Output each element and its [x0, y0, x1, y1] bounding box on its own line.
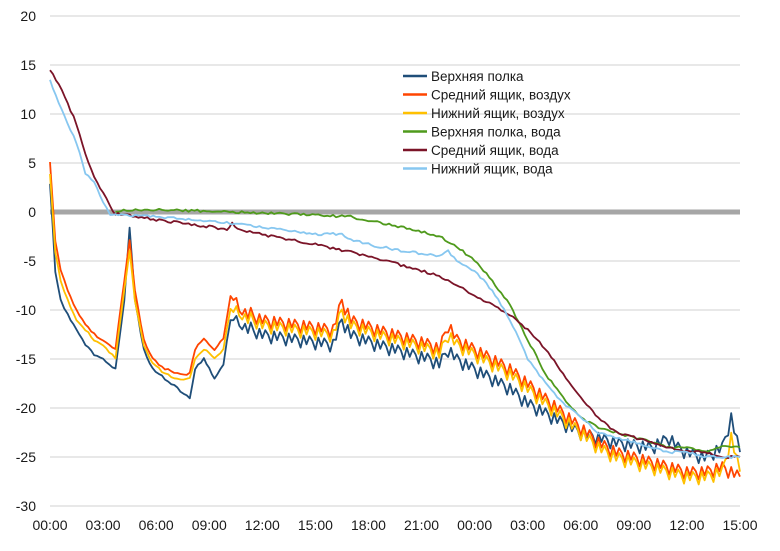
y-tick-label: -25	[16, 449, 36, 465]
y-tick-label: -10	[16, 302, 36, 318]
x-tick-label: 06:00	[139, 517, 174, 533]
x-tick-label: 00:00	[32, 517, 67, 533]
legend-label: Средний ящик, вода	[431, 143, 559, 158]
legend-label: Нижний ящик, вода	[431, 162, 553, 177]
legend-label: Верхняя полка, вода	[431, 125, 561, 140]
series-lines	[49, 69, 741, 486]
y-tick-label: -5	[24, 253, 37, 269]
x-tick-label: 12:00	[669, 517, 704, 533]
x-tick-label: 03:00	[510, 517, 545, 533]
y-tick-label: 15	[20, 57, 36, 73]
series-line-6	[49, 79, 741, 460]
legend-label: Средний ящик, воздух	[431, 88, 571, 103]
y-axis-tick-labels: 20 15 10 5 0 -5 -10 -15 -20 -25 -30	[16, 8, 36, 514]
y-tick-label: -30	[16, 498, 36, 514]
y-tick-label: 20	[20, 8, 36, 24]
y-tick-label: 10	[20, 106, 36, 122]
legend-label: Нижний ящик, воздух	[431, 106, 565, 121]
legend: Верхняя полка Средний ящик, воздух Нижний …	[403, 69, 571, 177]
x-tick-label: 15:00	[722, 517, 757, 533]
x-tick-label: 09:00	[192, 517, 227, 533]
x-tick-label: 18:00	[351, 517, 386, 533]
series-line-3	[49, 173, 741, 486]
x-tick-label: 00:00	[457, 517, 492, 533]
x-tick-label: 06:00	[563, 517, 598, 533]
x-tick-label: 09:00	[616, 517, 651, 533]
y-tick-label: -20	[16, 400, 36, 416]
series-line-2	[49, 161, 741, 481]
y-tick-label: 0	[28, 204, 36, 220]
series-line-4	[115, 207, 741, 453]
series-line-5	[49, 69, 741, 460]
grid-lines	[50, 15, 740, 507]
y-tick-label: -15	[16, 351, 36, 367]
y-tick-label: 5	[28, 155, 36, 171]
x-tick-label: 21:00	[404, 517, 439, 533]
x-tick-label: 15:00	[298, 517, 333, 533]
legend-label: Верхняя полка	[431, 69, 524, 84]
x-tick-label: 03:00	[86, 517, 121, 533]
series-line-1	[49, 183, 741, 465]
x-tick-label: 12:00	[245, 517, 280, 533]
x-axis-tick-labels: 00:00 03:00 06:00 09:00 12:00 15:00 18:00 21:00…	[32, 517, 757, 533]
